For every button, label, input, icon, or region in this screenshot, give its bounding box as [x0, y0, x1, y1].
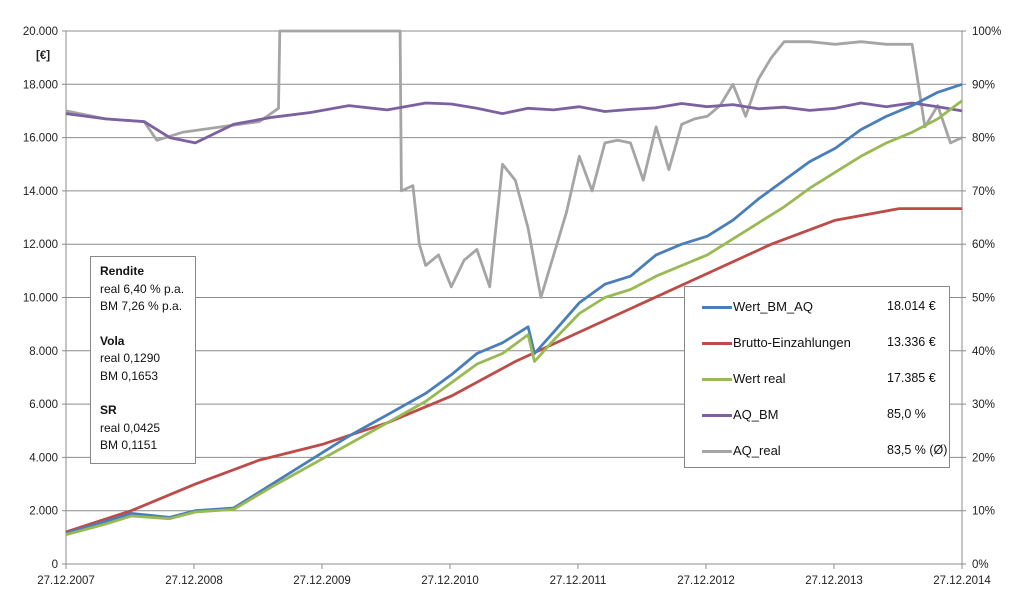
sr-title: SR	[100, 403, 117, 417]
legend-value: 18.014 €	[887, 299, 936, 313]
legend-label: AQ_BM	[733, 407, 779, 422]
legend-label: Brutto-Einzahlungen	[733, 335, 851, 350]
legend-swatch	[702, 378, 732, 381]
y2-tick-label: 10%	[972, 506, 995, 518]
y-tick-label: 16.000	[23, 133, 58, 145]
y-tick-label: 6.000	[29, 399, 58, 411]
sr-bm: BM 0,1151	[100, 438, 158, 452]
legend-value: 83,5 % (Ø)	[887, 443, 948, 457]
y-tick-label: 20.000	[23, 26, 58, 38]
legend-entry-wert-real: Wert real 17.385 €	[685, 369, 949, 389]
vola-title: Vola	[100, 333, 125, 348]
y2-tick-label: 80%	[972, 133, 995, 145]
series-lines	[65, 29, 963, 537]
legend-entry-aq-real: AQ_real 83,5 % (Ø)	[685, 441, 949, 461]
x-tick-label: 27.12.2009	[293, 575, 351, 587]
x-tick-label: 27.12.2012	[677, 575, 735, 587]
y2-tick-label: 30%	[972, 399, 995, 411]
y-tick-label: 14.000	[23, 186, 58, 198]
tick-labels: 0 2.000 4.000 6.000 8.000 10.000 12.000 14.000 1…	[23, 26, 1002, 587]
series-line-wert-real	[65, 99, 963, 537]
y-tick-label: 18.000	[23, 79, 58, 91]
series-line-brutto-einzahlungen	[65, 207, 962, 534]
x-tick-label: 27.12.2014	[933, 575, 991, 587]
legend-label: Wert real	[733, 371, 786, 386]
x-tick-label: 27.12.2007	[37, 575, 95, 587]
y-axis-label: [€]	[36, 50, 50, 62]
y2-tick-label: 40%	[972, 346, 995, 358]
vola-bm: BM 0,1653	[100, 368, 159, 383]
rendite-real: real 6,40 % p.a.	[100, 281, 185, 296]
x-tick-label: 27.12.2013	[805, 575, 863, 587]
legend-entry-wert-bm-aq: Wert_BM_AQ 18.014 €	[685, 297, 949, 317]
series-line-wert-bm-aq	[65, 82, 963, 535]
y-tick-label: 2.000	[29, 506, 58, 518]
y-tick-label: 10.000	[23, 293, 58, 305]
legend-swatch	[702, 342, 732, 345]
rendite-bm: BM 7,26 % p.a.	[100, 299, 183, 313]
y2-tick-label: 60%	[972, 239, 995, 251]
legend-swatch	[702, 306, 732, 309]
rendite-title: Rendite	[100, 264, 145, 278]
legend-swatch	[702, 450, 732, 453]
x-tick-label: 27.12.2011	[550, 575, 607, 587]
y2-tick-label: 70%	[972, 186, 995, 198]
y2-tick-label: 20%	[972, 452, 995, 464]
series-line-aq-real	[65, 29, 963, 299]
legend: Wert_BM_AQ 18.014 € Brutto-Einzahlungen …	[684, 286, 950, 468]
axes	[62, 30, 966, 569]
series-line-aq-bm	[65, 101, 963, 145]
legend-label: AQ_real	[733, 443, 781, 458]
x-tick-label: 27.12.2008	[165, 575, 223, 587]
legend-value: 85,0 %	[887, 407, 926, 421]
y-tick-label: 8.000	[29, 346, 58, 358]
x-tick-label: 27.12.2010	[421, 575, 479, 587]
legend-entry-brutto-einzahlungen: Brutto-Einzahlungen 13.336 €	[685, 333, 949, 353]
y2-tick-label: 100%	[972, 26, 1001, 38]
legend-entry-aq-bm: AQ_BM 85,0 %	[685, 405, 949, 425]
y2-tick-label: 50%	[972, 293, 995, 305]
sr-real: real 0,0425	[100, 420, 161, 435]
statistics-box: Rendite real 6,40 % p.a. BM 7,26 % p.a. …	[90, 256, 196, 464]
legend-label: Wert_BM_AQ	[733, 299, 813, 314]
vola-real: real 0,1290	[100, 351, 161, 365]
y-tick-label: 0	[52, 559, 58, 571]
y-tick-label: 12.000	[23, 239, 58, 251]
y2-tick-label: 90%	[972, 79, 995, 91]
legend-value: 13.336 €	[887, 335, 936, 349]
legend-swatch	[702, 414, 732, 417]
legend-value: 17.385 €	[887, 371, 936, 385]
y2-tick-label: 0%	[972, 559, 989, 571]
y-tick-label: 4.000	[29, 452, 58, 464]
